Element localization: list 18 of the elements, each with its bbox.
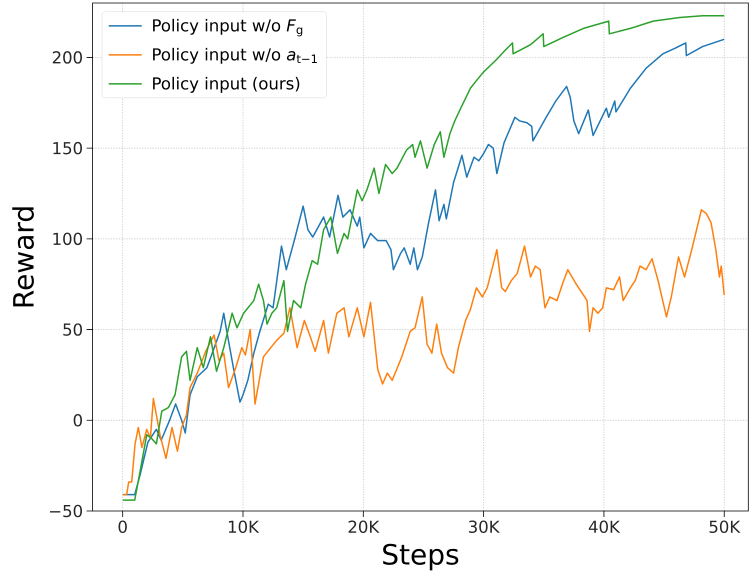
x-tick-label: 20K <box>348 520 380 533</box>
y-tick-label: −50 <box>50 504 82 518</box>
x-axis-title: Steps <box>383 544 458 570</box>
line-series <box>122 209 725 496</box>
x-tick-label: 30K <box>468 520 500 533</box>
y-tick-label: 50 <box>63 323 82 336</box>
x-tick-label: 50K <box>710 520 740 533</box>
y-tick-label: 200 <box>52 51 82 64</box>
y-tick-label: 150 <box>53 142 82 154</box>
legend-label: Policy input (ours) <box>153 76 300 93</box>
x-tick-label: 40K <box>588 520 620 533</box>
x-tick-label: 0 <box>118 520 127 533</box>
legend-label: Policy input w/o F$_{g}$ <box>153 18 302 36</box>
y-axis-title: Reward <box>12 207 34 306</box>
y-tick-label: 0 <box>74 414 82 427</box>
y-tick-label: 100 <box>53 232 82 246</box>
legend-label: Policy input w/o a$_{t−1}$ <box>153 48 317 64</box>
x-tick-label: 10K <box>228 520 260 533</box>
